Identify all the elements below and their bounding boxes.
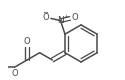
Text: N: N	[57, 16, 64, 25]
Text: +: +	[63, 14, 68, 19]
Text: −: −	[42, 10, 48, 16]
Text: O: O	[24, 37, 30, 46]
Text: O: O	[43, 13, 50, 22]
Text: O: O	[11, 69, 18, 78]
Text: O: O	[71, 13, 78, 22]
